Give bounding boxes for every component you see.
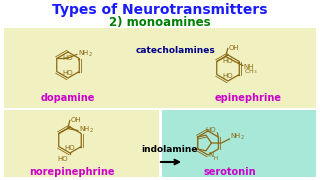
Bar	[4, 110, 159, 177]
Text: NH$_2$: NH$_2$	[230, 132, 245, 142]
Text: HO: HO	[57, 156, 68, 162]
Text: Types of Neurotransmitters: Types of Neurotransmitters	[52, 3, 268, 17]
Text: dopamine: dopamine	[41, 93, 95, 103]
Text: OH: OH	[71, 116, 81, 123]
Text: HO: HO	[65, 145, 75, 150]
Text: H: H	[213, 156, 217, 161]
Text: epinephrine: epinephrine	[214, 93, 282, 103]
Text: HO: HO	[223, 73, 233, 78]
Text: CH$_3$: CH$_3$	[244, 67, 257, 76]
Text: serotonin: serotonin	[204, 167, 256, 177]
Text: HO: HO	[63, 69, 73, 75]
Text: catecholamines: catecholamines	[135, 46, 215, 55]
Text: HO: HO	[223, 57, 233, 64]
Text: 2) monoamines: 2) monoamines	[109, 15, 211, 28]
Text: HO: HO	[63, 55, 73, 60]
Text: HO: HO	[206, 127, 216, 133]
Text: OH: OH	[229, 44, 239, 51]
Text: NH$_2$: NH$_2$	[78, 48, 93, 59]
Text: norepinephrine: norepinephrine	[29, 167, 115, 177]
Text: NH: NH	[244, 64, 254, 69]
Text: NH$_2$: NH$_2$	[79, 124, 94, 135]
Text: N: N	[208, 152, 213, 158]
Text: indolamine: indolamine	[142, 145, 198, 154]
Bar	[4, 28, 316, 108]
Bar	[162, 110, 316, 177]
